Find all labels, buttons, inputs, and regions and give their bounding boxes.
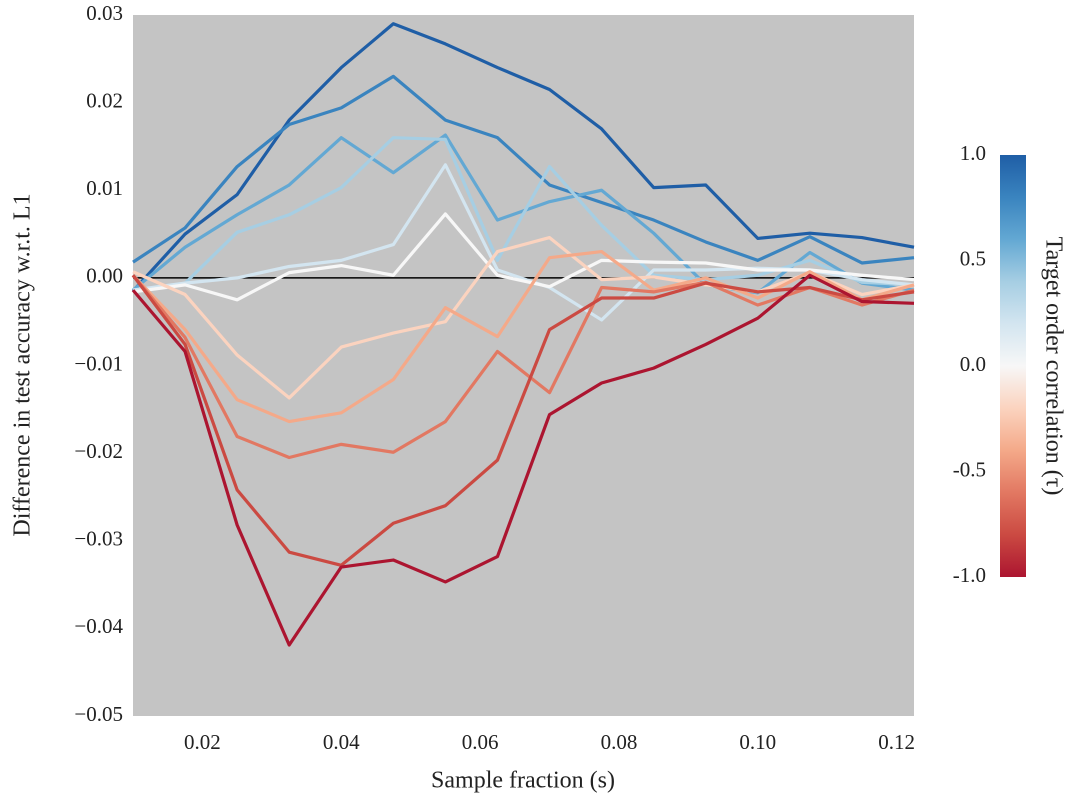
data-line (131, 22, 915, 293)
x-tick-label: 0.10 (739, 730, 776, 754)
data-line (132, 235, 915, 400)
colorbar-title: Target order correlation (τ) (1040, 237, 1066, 496)
data-line (131, 249, 915, 424)
x-tick-label: 0.12 (878, 730, 915, 754)
y-tick-label: 0.02 (86, 88, 123, 112)
x-tick-label: 0.08 (601, 730, 638, 754)
colorbar (1000, 155, 1026, 577)
plot-background (133, 15, 914, 716)
x-tick-label: 0.02 (184, 730, 221, 754)
data-line (132, 212, 915, 302)
y-tick-label: −0.04 (74, 614, 123, 638)
colorbar-tick-label: 0.5 (960, 246, 986, 270)
y-tick-label: −0.03 (74, 527, 123, 551)
colorbar-tick-label: -0.5 (953, 457, 986, 481)
y-tick-label: 0.00 (86, 264, 123, 288)
colorbar-tick-label: -1.0 (953, 563, 986, 587)
data-line (131, 274, 915, 567)
colorbar-tick-label: 0.0 (960, 352, 986, 376)
x-tick-label: 0.06 (462, 730, 499, 754)
y-tick-label: 0.01 (86, 176, 123, 200)
y-axis-title: Difference in test accuracy w.r.t. L1 (10, 193, 36, 536)
x-axis-title: Sample fraction (s) (431, 768, 615, 794)
colorbar-tick-label: 1.0 (960, 141, 986, 165)
y-tick-label: −0.01 (74, 351, 123, 375)
x-tick-label: 0.04 (323, 730, 360, 754)
data-line (132, 74, 915, 265)
y-tick-label: 0.03 (86, 1, 123, 25)
y-tick-label: −0.05 (74, 702, 123, 726)
y-tick-label: −0.02 (74, 439, 123, 463)
data-line (131, 273, 915, 647)
